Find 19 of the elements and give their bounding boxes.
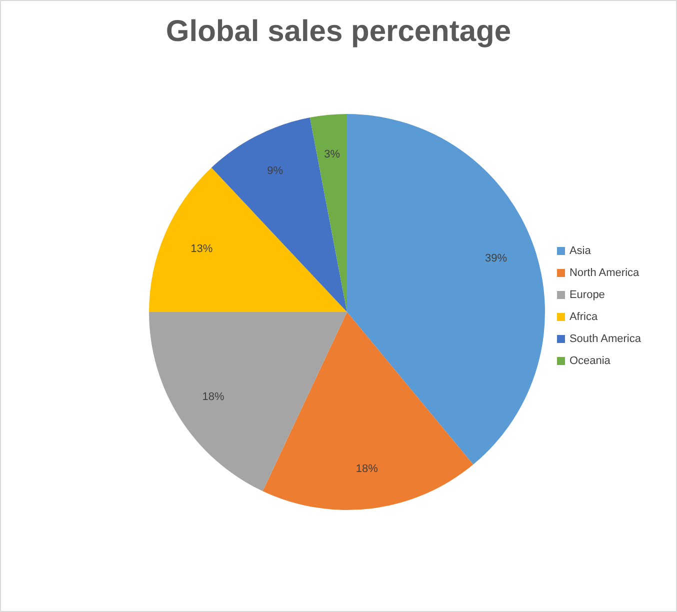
data-label: 13% — [190, 243, 213, 256]
legend-label: North America — [569, 267, 640, 279]
pie-slice — [262, 312, 474, 510]
pie-slice — [149, 168, 347, 312]
legend-label: Oceania — [569, 355, 610, 367]
pie-slice — [310, 114, 347, 312]
data-label: 39% — [485, 252, 508, 264]
pie-slice — [347, 114, 545, 465]
pie-slice — [211, 118, 347, 312]
chart-title: Global sales percentage — [164, 15, 512, 49]
legend-label: South America — [569, 333, 641, 345]
data-label: 18% — [202, 390, 224, 403]
data-label: 18% — [356, 463, 378, 476]
legend-label: Asia — [569, 245, 591, 257]
data-label: 9% — [267, 164, 284, 177]
legend-label: Europe — [569, 289, 605, 301]
legend-label: Africa — [569, 311, 598, 323]
pie-slice — [149, 312, 347, 492]
data-label: 3% — [324, 148, 340, 160]
